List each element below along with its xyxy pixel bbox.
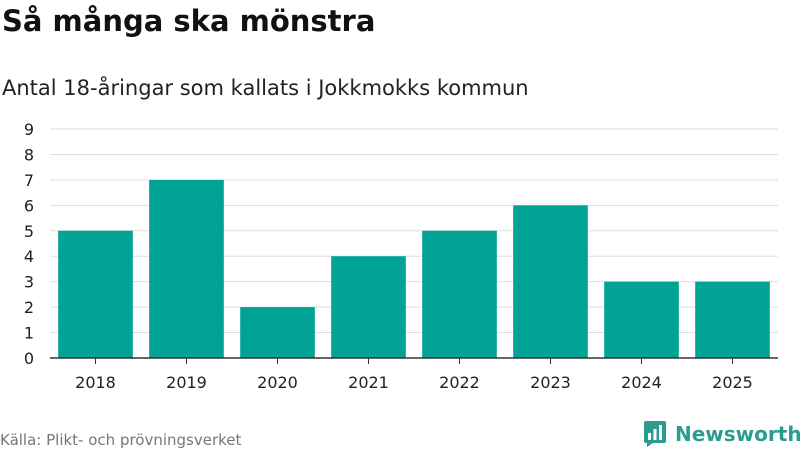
newsworthy-logo-icon	[644, 421, 666, 447]
source-note: Källa: Plikt- och prövningsverket	[0, 431, 242, 449]
y-tick-label: 4	[24, 247, 34, 266]
bar-2020	[240, 307, 315, 358]
y-tick-label: 1	[24, 324, 34, 343]
x-tick-label: 2025	[712, 373, 753, 392]
bar-2023	[513, 205, 588, 358]
x-tick-label: 2023	[530, 373, 571, 392]
bar-2018	[58, 230, 133, 358]
x-tick-label: 2018	[75, 373, 116, 392]
chart-subtitle: Antal 18-åringar som kallats i Jokkmokks…	[2, 76, 529, 100]
bar-2019	[149, 179, 224, 358]
x-tick-label: 2021	[348, 373, 389, 392]
brand-logo: Newsworthy	[643, 420, 800, 448]
y-tick-label: 5	[24, 222, 34, 241]
y-tick-label: 8	[24, 145, 34, 164]
x-tick-label: 2022	[439, 373, 480, 392]
bar-2022	[422, 230, 497, 358]
chart-title: Så många ska mönstra	[2, 4, 376, 38]
bar-2021	[331, 256, 406, 358]
y-tick-label: 6	[24, 196, 34, 215]
x-tick-label: 2020	[257, 373, 298, 392]
y-tick-label: 2	[24, 298, 34, 317]
brand-name: Newsworthy	[675, 422, 800, 446]
bar-2025	[695, 281, 770, 358]
y-tick-label: 9	[24, 120, 34, 139]
y-tick-label: 3	[24, 273, 34, 292]
bar-2024	[604, 281, 679, 358]
bar-chart: 0 1 2 3 4 5 6 7 8 9 2018 2019 2020 2021 2022 2023 2024 20…	[24, 120, 778, 392]
y-tick-label: 0	[24, 349, 34, 368]
x-tick-label: 2019	[166, 373, 207, 392]
y-tick-label: 7	[24, 171, 34, 190]
x-tick-label: 2024	[621, 373, 662, 392]
